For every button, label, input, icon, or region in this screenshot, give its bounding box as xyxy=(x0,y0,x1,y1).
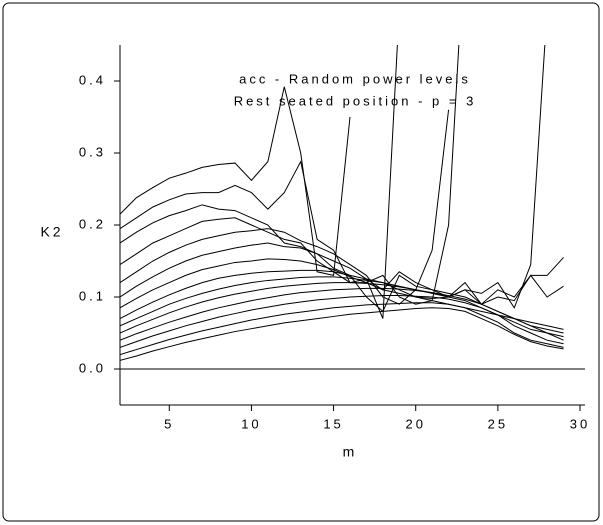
series-line xyxy=(120,302,564,356)
x-tick-label: 20 xyxy=(405,416,425,431)
x-axis-label: m xyxy=(343,444,358,460)
x-tick-label: 25 xyxy=(488,416,508,431)
x-tick-label: 10 xyxy=(241,416,261,431)
series-line xyxy=(120,307,564,361)
y-axis-label: K2 xyxy=(40,224,63,240)
series-line xyxy=(120,295,564,348)
y-tick-label: 0.2 xyxy=(79,216,106,231)
series-line xyxy=(120,269,564,330)
series-line xyxy=(120,160,564,305)
series-line xyxy=(120,287,564,341)
y-tick-label: 0.4 xyxy=(79,72,106,87)
series-line xyxy=(120,204,564,313)
x-tick-label: 30 xyxy=(570,416,590,431)
x-tick-label: 15 xyxy=(323,416,343,431)
series-line xyxy=(120,86,351,277)
annotation: acc - Random power levels xyxy=(239,71,471,86)
series-line xyxy=(120,109,450,305)
y-tick-label: 0.3 xyxy=(79,144,106,159)
series-line xyxy=(120,45,398,319)
y-tick-label: 0.0 xyxy=(79,360,106,375)
annotation: Rest seated position - p = 3 xyxy=(234,93,477,108)
series-line xyxy=(120,45,546,309)
y-tick-label: 0.1 xyxy=(79,288,106,303)
plot-area xyxy=(120,45,564,361)
series-line xyxy=(120,45,460,305)
x-tick-label: 5 xyxy=(164,416,174,431)
